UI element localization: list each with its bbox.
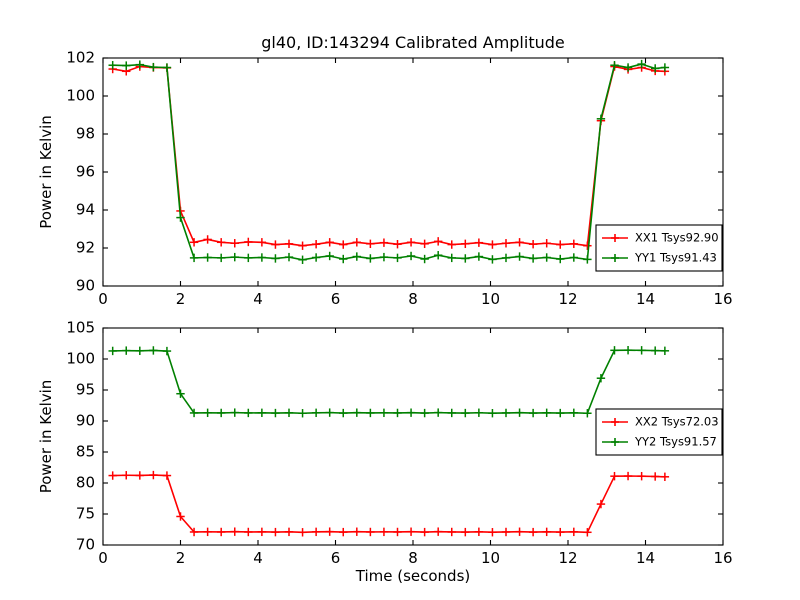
- ytick-label-top-102: 102: [66, 49, 95, 67]
- xtick-label-bottom-14: 14: [636, 549, 655, 567]
- xtick-label-bottom-6: 6: [331, 549, 341, 567]
- legend-entry-bottom-1[interactable]: YY2 Tsys91.57: [602, 435, 717, 449]
- xtick-label-bottom-2: 2: [176, 549, 186, 567]
- legend-label-top-1: YY1 Tsys91.43: [634, 251, 717, 265]
- ylabel-bottom: Power in Kelvin: [37, 380, 55, 494]
- series-line-top-0: [111, 65, 666, 247]
- axes-bottom: 0 2 4 6 8 10 12 14 16 70 75 80 85 90 95 100 105 Power in …: [37, 319, 733, 586]
- legend-entry-bottom-0[interactable]: XX2 Tsys72.03: [602, 415, 719, 429]
- ytick-label-bottom-105: 105: [66, 319, 95, 337]
- ytick-label-top-94: 94: [76, 201, 95, 219]
- xlabel-bottom: Time (seconds): [355, 567, 471, 585]
- legend-label-top-0: XX1 Tsys92.90: [635, 231, 719, 245]
- ylabel-top: Power in Kelvin: [37, 115, 55, 229]
- legend-label-bottom-1: YY2 Tsys91.57: [634, 435, 717, 449]
- legend-entry-top-1[interactable]: YY1 Tsys91.43: [602, 251, 717, 265]
- axes-top: 0 2 4 6 8 10 12 14 16 90 92 94 96 98 100 102 Power in Ke…: [37, 33, 733, 308]
- ytick-label-bottom-70: 70: [76, 536, 95, 554]
- xtick-label-bottom-10: 10: [481, 549, 500, 567]
- xtick-label-top-14: 14: [636, 290, 655, 308]
- xtick-label-top-0: 0: [98, 290, 108, 308]
- series-markers-top-0: [108, 62, 670, 250]
- ytick-label-bottom-80: 80: [76, 474, 95, 492]
- legend-label-bottom-0: XX2 Tsys72.03: [635, 415, 719, 429]
- xtick-label-top-10: 10: [481, 290, 500, 308]
- xtick-label-bottom-4: 4: [253, 549, 263, 567]
- xtick-label-top-12: 12: [558, 290, 577, 308]
- ytick-label-top-92: 92: [76, 239, 95, 257]
- xtick-label-top-4: 4: [253, 290, 263, 308]
- legend-top[interactable]: XX1 Tsys92.90 YY1 Tsys91.43: [595, 224, 723, 272]
- ytick-label-bottom-85: 85: [76, 443, 95, 461]
- series-line-bottom-1: [111, 349, 666, 415]
- plot-title-top: gl40, ID:143294 Calibrated Amplitude: [261, 33, 564, 52]
- xtick-label-top-8: 8: [408, 290, 418, 308]
- ytick-label-top-98: 98: [76, 125, 95, 143]
- legend-box-top: [595, 224, 723, 272]
- legend-box-bottom: [595, 408, 723, 456]
- series-line-top-1: [111, 63, 666, 261]
- xtick-label-bottom-12: 12: [558, 549, 577, 567]
- xtick-label-top-16: 16: [713, 290, 732, 308]
- series-line-bottom-0: [111, 474, 666, 534]
- xtick-label-bottom-8: 8: [408, 549, 418, 567]
- ytick-label-bottom-75: 75: [76, 505, 95, 523]
- series-markers-bottom-1: [108, 345, 670, 418]
- xtick-label-bottom-0: 0: [98, 549, 108, 567]
- legend-entry-top-0[interactable]: XX1 Tsys92.90: [602, 231, 719, 245]
- xtick-label-bottom-16: 16: [713, 549, 732, 567]
- ytick-label-bottom-90: 90: [76, 412, 95, 430]
- ytick-label-bottom-100: 100: [66, 350, 95, 368]
- legend-bottom[interactable]: XX2 Tsys72.03 YY2 Tsys91.57: [595, 408, 723, 456]
- ytick-label-top-96: 96: [76, 163, 95, 181]
- xtick-label-top-2: 2: [176, 290, 186, 308]
- ytick-label-top-100: 100: [66, 87, 95, 105]
- xtick-label-top-6: 6: [331, 290, 341, 308]
- series-markers-top-1: [108, 59, 670, 264]
- ytick-label-top-90: 90: [76, 277, 95, 295]
- ytick-label-bottom-95: 95: [76, 381, 95, 399]
- series-markers-bottom-0: [108, 470, 670, 537]
